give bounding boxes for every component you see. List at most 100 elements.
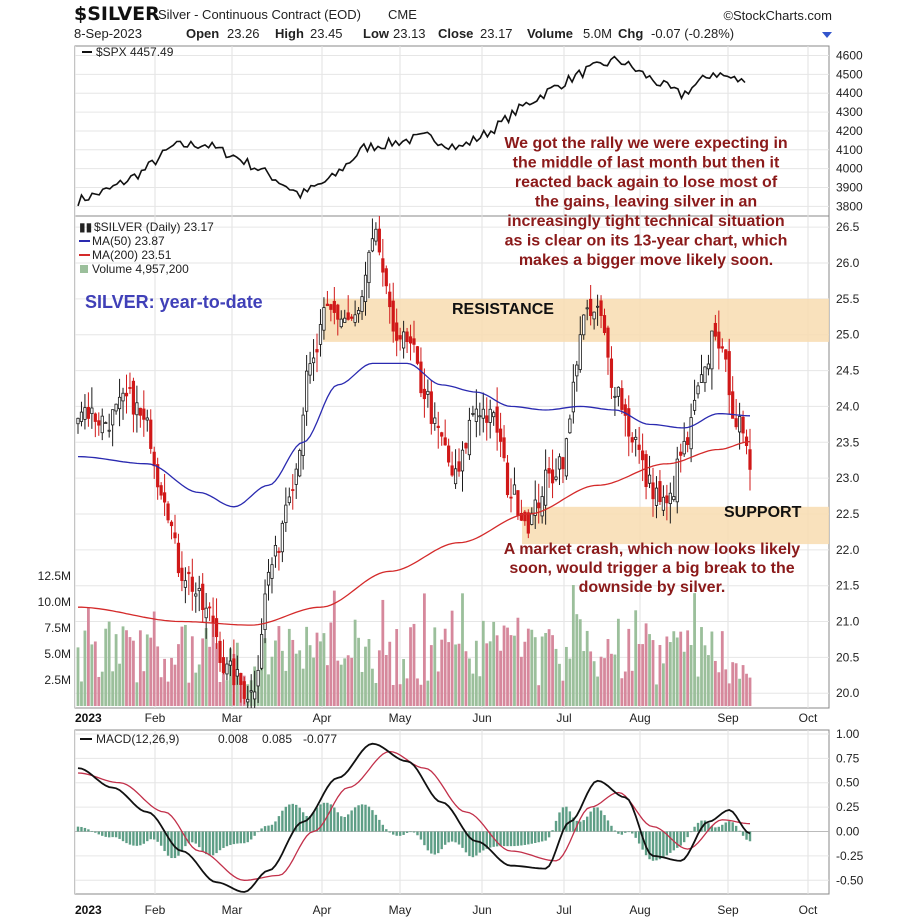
macd-hist-bar xyxy=(277,816,281,832)
candle-body xyxy=(356,309,361,315)
candle-body xyxy=(173,532,177,539)
volume-bar xyxy=(229,648,232,706)
volume-bar xyxy=(287,628,291,706)
volume-bar xyxy=(509,635,513,706)
top-annotation-line: as is clear on its 13-year chart, which xyxy=(505,233,788,250)
candle-body xyxy=(256,669,260,687)
macd-hist-bar xyxy=(745,831,748,840)
spx-tick-label: 3900 xyxy=(836,180,863,194)
macd-hist-bar xyxy=(405,831,409,833)
macd-hist-bar xyxy=(256,831,260,833)
close-label: Close xyxy=(438,26,473,41)
macd-hist-bar xyxy=(132,831,135,846)
volume-bar xyxy=(364,646,367,706)
volume-bar xyxy=(662,663,665,706)
candle-body xyxy=(672,496,676,500)
candle-body xyxy=(457,461,461,472)
bottom-annotation-line: soon, would trigger a big break to the xyxy=(509,560,794,577)
volume-bar xyxy=(357,637,360,706)
candle-body xyxy=(176,542,181,574)
candle-body xyxy=(381,258,385,273)
top-annotation: We got the rally we were expecting in the… xyxy=(504,135,787,269)
macd-hist-bar xyxy=(153,831,156,840)
candle-body xyxy=(512,484,517,495)
symbol-description: Silver - Continuous Contract (EOD) xyxy=(158,7,361,22)
volume-bar xyxy=(578,619,582,706)
volume-bar xyxy=(312,657,315,706)
volume-bar xyxy=(641,644,645,706)
candle-body xyxy=(436,425,440,428)
macd-tick-label: 0.25 xyxy=(836,800,860,814)
bottom-annotation: A market crash, which now looks likely so… xyxy=(504,541,801,596)
candle-body xyxy=(453,468,458,485)
macd-hist-bar xyxy=(585,816,589,832)
volume-bar xyxy=(215,643,218,706)
macd-hist-bar xyxy=(651,831,655,861)
candle-body xyxy=(686,437,690,446)
candle-body xyxy=(218,640,222,663)
candle-body xyxy=(79,411,84,422)
exchange-label: CME xyxy=(388,7,417,22)
candle-body xyxy=(554,476,558,480)
candle-body xyxy=(516,490,520,516)
macd-hist-bar xyxy=(509,831,513,847)
macd-hist-bar xyxy=(554,820,558,832)
volume-bar xyxy=(745,673,748,706)
candle-body xyxy=(162,492,167,503)
candle-body xyxy=(408,336,413,344)
volume-bar xyxy=(710,631,714,706)
macd-hist-bar xyxy=(163,831,166,852)
macd-hist-bar xyxy=(644,831,648,856)
volume-bar xyxy=(606,639,610,706)
volume-bar xyxy=(260,665,263,706)
macd-hist-bar xyxy=(534,831,537,844)
macd-hist-bar xyxy=(343,816,346,832)
macd-hist-bar xyxy=(121,831,125,842)
macd-hist-bar xyxy=(631,831,634,834)
macd-hist-bar xyxy=(468,831,471,857)
candle-body xyxy=(318,324,323,345)
spx-tick-label: 4600 xyxy=(836,49,863,63)
top-annotation-line: We got the rally we were expecting in xyxy=(504,135,787,152)
volume-bar xyxy=(409,627,412,706)
macd-hist-bar xyxy=(170,831,173,859)
chg-dropdown-icon[interactable] xyxy=(822,32,832,38)
volume-bar xyxy=(551,635,554,706)
volume-bar xyxy=(86,607,90,706)
candle-body xyxy=(201,583,205,610)
candle-body xyxy=(727,351,731,396)
volume-bar xyxy=(429,645,433,706)
candle-body xyxy=(128,387,132,389)
macd-hist-bar xyxy=(218,831,222,851)
x-tick-label: 2023 xyxy=(75,903,102,917)
candle-body xyxy=(492,412,496,418)
volume-bar xyxy=(724,669,728,706)
candle-body xyxy=(464,443,468,449)
candle-body xyxy=(699,374,704,383)
volume-bar xyxy=(107,621,111,706)
volume-bar xyxy=(506,627,509,706)
candle-body xyxy=(294,468,298,485)
volume-bar xyxy=(402,659,406,706)
macd-hist-bar xyxy=(395,831,398,836)
candle-body xyxy=(360,296,364,312)
macd-hist-bar xyxy=(589,811,592,832)
candle-body xyxy=(440,432,444,437)
macd-hist-bar xyxy=(416,831,419,836)
volume-bar xyxy=(204,628,208,706)
price-tick-label: 21.5 xyxy=(836,579,860,593)
volume-bar xyxy=(634,610,638,706)
candle-body xyxy=(578,334,582,370)
candle-body xyxy=(249,690,253,693)
volume-bar xyxy=(395,629,399,706)
macd-hist-bar xyxy=(669,831,672,853)
macd-tick-label: -0.50 xyxy=(836,873,864,887)
candle-body xyxy=(602,315,607,333)
volume-bar xyxy=(686,630,690,706)
macd-hist-bar xyxy=(184,831,187,847)
macd-hist-bar xyxy=(239,831,243,844)
macd-hist-bar xyxy=(582,820,585,832)
candle-body xyxy=(263,593,267,630)
macd-hist-bar xyxy=(381,824,385,832)
